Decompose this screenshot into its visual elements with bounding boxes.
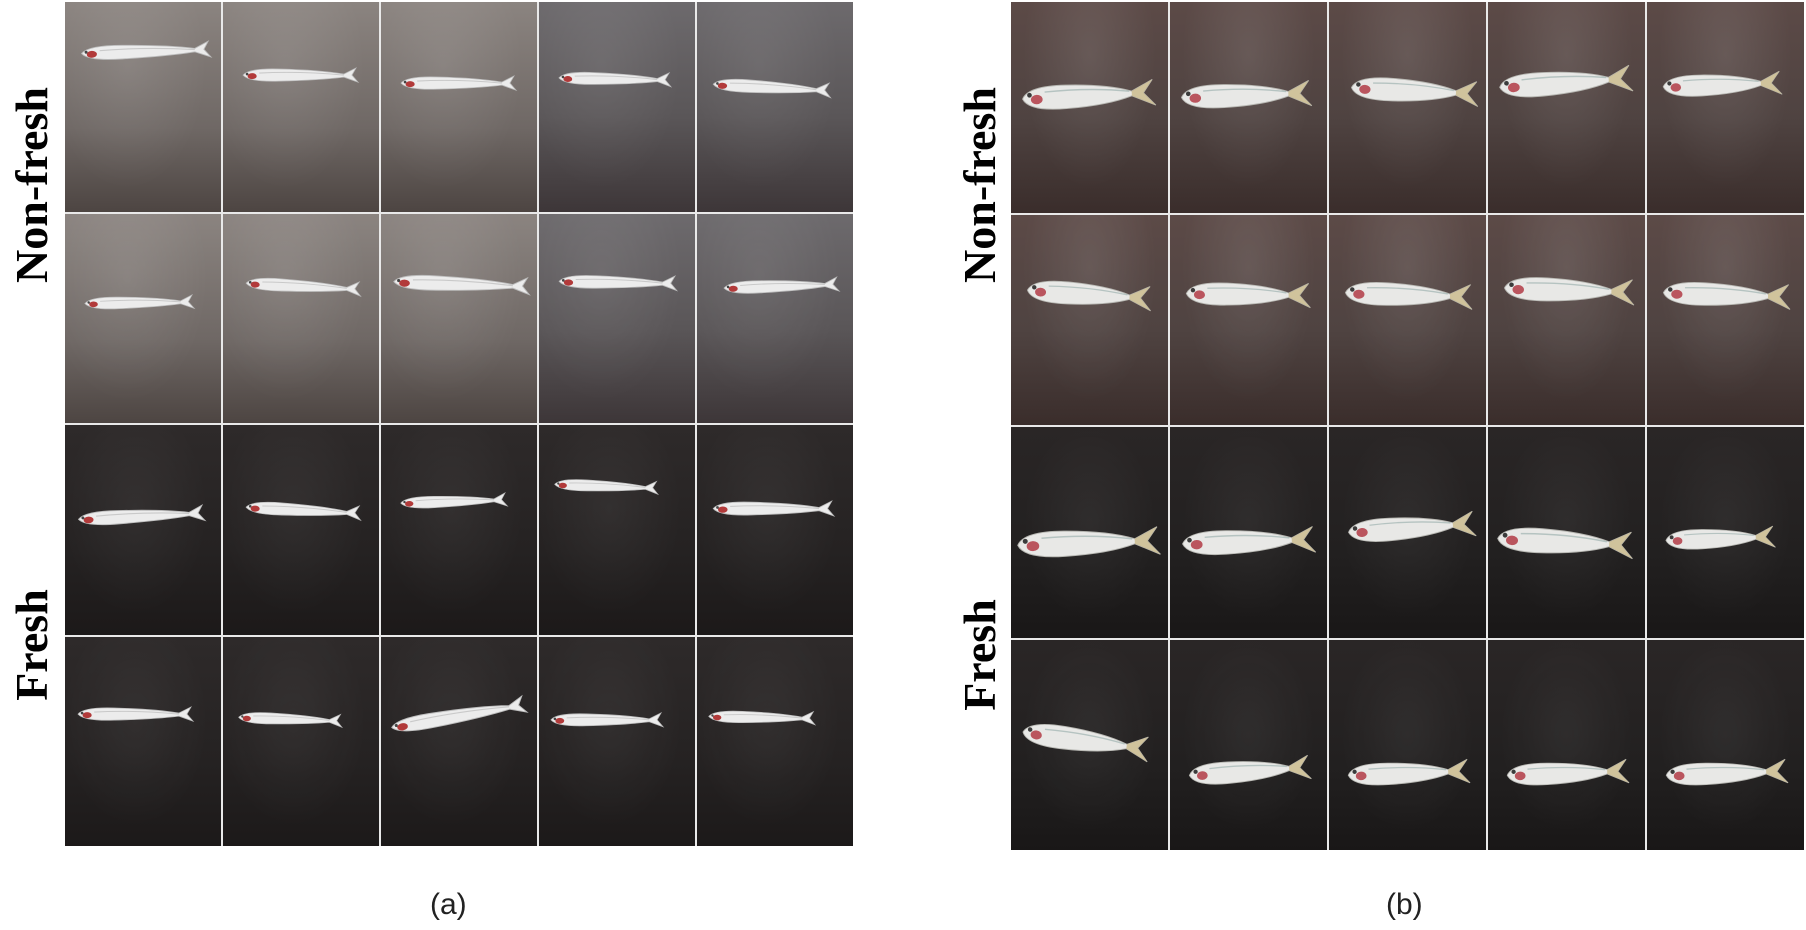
fish-photo xyxy=(539,2,695,212)
fish-photo xyxy=(1647,427,1804,638)
fish-photo xyxy=(1647,639,1804,850)
fish-image xyxy=(1504,757,1633,794)
fish-photo xyxy=(381,636,537,846)
fish-image xyxy=(555,272,679,298)
fish-image xyxy=(1014,524,1165,567)
fish-photo xyxy=(1329,2,1486,213)
fish-image xyxy=(81,293,196,317)
fish-image xyxy=(1348,74,1483,113)
fish-image xyxy=(551,477,660,500)
fish-image xyxy=(1496,65,1637,105)
fish-image xyxy=(1663,757,1792,794)
fish-photo xyxy=(1488,427,1645,638)
fish-photo xyxy=(697,2,853,212)
fish-image xyxy=(1663,524,1779,558)
fish-photo xyxy=(1488,639,1645,850)
fish-image xyxy=(555,69,673,94)
fish-image xyxy=(242,500,363,525)
photo-grid-a xyxy=(65,2,853,846)
fish-image xyxy=(235,710,344,733)
fish-photo xyxy=(1329,214,1486,425)
fish-photo xyxy=(65,636,221,846)
caption-b: (b) xyxy=(1386,888,1423,921)
fish-photo xyxy=(65,425,221,635)
fish-photo xyxy=(223,636,379,846)
fish-photo xyxy=(697,425,853,635)
fish-photo xyxy=(1011,2,1168,213)
fish-image xyxy=(1501,273,1639,313)
fish-photo xyxy=(1011,214,1168,425)
fish-image xyxy=(720,276,841,301)
row-label-fresh-a: Fresh xyxy=(6,589,57,701)
fish-photo xyxy=(1647,2,1804,213)
fish-photo xyxy=(65,2,221,212)
fish-image xyxy=(397,73,518,98)
fish-image xyxy=(1345,511,1480,550)
fish-photo xyxy=(1647,214,1804,425)
fish-image xyxy=(1024,278,1156,316)
fish-photo xyxy=(1329,427,1486,638)
fish-photo xyxy=(1170,639,1327,850)
panel-a xyxy=(65,2,853,846)
fish-image xyxy=(1178,78,1316,118)
fish-image xyxy=(74,704,195,729)
fish-photo xyxy=(223,213,379,423)
fish-photo xyxy=(1488,214,1645,425)
fish-photo xyxy=(539,636,695,846)
fish-image xyxy=(389,272,532,301)
fish-photo xyxy=(1170,2,1327,213)
fish-image xyxy=(77,39,213,68)
fish-photo xyxy=(223,425,379,635)
fish-photo xyxy=(1170,214,1327,425)
fish-image xyxy=(1660,278,1795,317)
photo-grid-b xyxy=(1011,2,1804,850)
fish-image xyxy=(1342,278,1477,317)
fish-photo xyxy=(381,2,537,212)
fish-image xyxy=(709,77,833,103)
fish-image xyxy=(1660,69,1786,106)
fish-image xyxy=(1019,78,1160,118)
fish-image xyxy=(1179,524,1320,564)
fish-photo xyxy=(381,425,537,635)
caption-a: (a) xyxy=(430,888,467,921)
fish-image xyxy=(1183,278,1315,316)
fish-image xyxy=(74,503,207,532)
fish-photo xyxy=(223,2,379,212)
fish-photo xyxy=(381,213,537,423)
fish-photo xyxy=(1011,639,1168,850)
fish-image xyxy=(1019,723,1154,763)
fish-photo xyxy=(539,213,695,423)
fish-image xyxy=(1494,524,1638,565)
fish-photo xyxy=(697,213,853,423)
row-label-non-fresh-a: Non-fresh xyxy=(6,87,57,283)
fish-photo xyxy=(1488,2,1645,213)
fish-photo xyxy=(539,425,695,635)
fish-photo xyxy=(697,636,853,846)
fish-image xyxy=(547,710,665,735)
fish-image xyxy=(386,694,529,733)
fish-image xyxy=(705,708,817,732)
fish-image xyxy=(709,498,836,524)
fish-photo xyxy=(65,213,221,423)
fish-photo xyxy=(1329,639,1486,850)
fish-photo xyxy=(1170,427,1327,638)
row-label-non-fresh-b: Non-fresh xyxy=(954,87,1005,283)
row-label-fresh-b: Fresh xyxy=(954,599,1005,711)
fish-image xyxy=(397,492,509,516)
fish-image xyxy=(239,65,360,90)
fish-image xyxy=(1345,757,1474,794)
fish-image xyxy=(1186,755,1315,792)
fish-photo xyxy=(1011,427,1168,638)
panel-b xyxy=(1011,2,1804,850)
fish-image xyxy=(242,276,363,301)
